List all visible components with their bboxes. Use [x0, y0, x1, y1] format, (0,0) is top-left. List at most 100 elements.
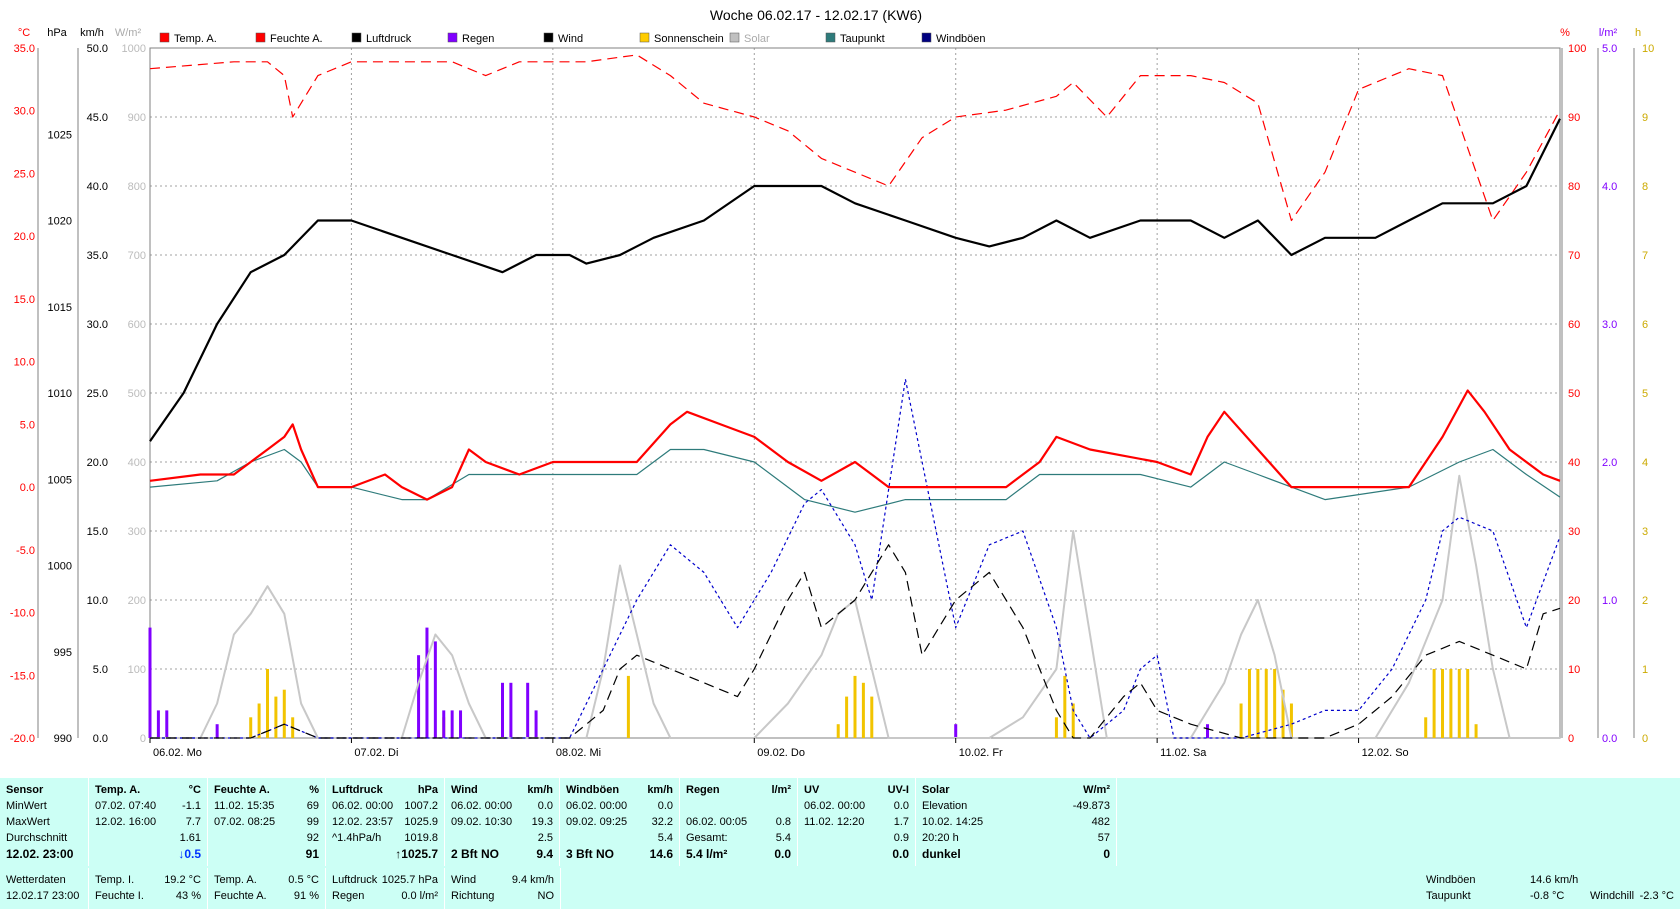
- regen-bar-5: [425, 627, 429, 738]
- stat-block-unit: %: [309, 784, 319, 796]
- sonnenschein-bar-9: [845, 696, 849, 738]
- unit-sun: h: [1635, 27, 1641, 39]
- wind-tick-3: 35.0: [87, 250, 108, 262]
- stat-row-value: 57: [1097, 832, 1110, 844]
- stat-row-value: 0: [1103, 847, 1110, 861]
- stat-block-title: Sensor: [6, 784, 44, 796]
- stat-row-label: 06.02. 00:00: [804, 800, 866, 812]
- stat-row-label: 12.02. 23:00: [6, 847, 74, 861]
- regen-bar-13: [534, 710, 538, 738]
- regen-value: 0.0 l/m²: [401, 890, 438, 902]
- solar-tick-8: 200: [128, 595, 146, 607]
- sonnenschein-bar-25: [1441, 669, 1444, 738]
- hum-tick-1: 90: [1568, 112, 1580, 124]
- temp-tick-9: -10.0: [10, 608, 35, 620]
- stat-row-value: 1025.9: [404, 816, 438, 828]
- windboeen-label: Windböen: [1426, 874, 1476, 886]
- stat-row-value: 9.4: [536, 847, 553, 861]
- sun-tick-0: 10: [1642, 43, 1654, 55]
- sonnenschein-bar-17: [1247, 669, 1251, 738]
- chart-title: Woche 06.02.17 - 12.02.17 (KW6): [710, 7, 922, 23]
- feuchte-i-value: 43 %: [175, 890, 201, 902]
- sun-tick-7: 3: [1642, 526, 1648, 538]
- legend-swatch-2: [351, 32, 362, 43]
- sonnenschein-bar-19: [1264, 669, 1268, 738]
- legend-label-0: Temp. A.: [174, 33, 217, 45]
- temp-i-value: 19.2 °C: [164, 874, 201, 886]
- sonnenschein-bar-13: [1054, 717, 1058, 738]
- stat-row-value: 32.2: [651, 816, 673, 828]
- stat-row-value: 0.9: [893, 832, 909, 844]
- stat-row-value: 0.0: [657, 800, 673, 812]
- temp-tick-3: 20.0: [14, 231, 35, 243]
- stat-row-label: 09.02. 09:25: [566, 816, 628, 828]
- regen-bar-2: [165, 710, 169, 738]
- legend-swatch-3: [447, 32, 458, 43]
- sonnenschein-bar-15: [1071, 703, 1075, 738]
- legend-swatch-1: [255, 32, 266, 43]
- sun-tick-8: 2: [1642, 595, 1648, 607]
- stat-row-value: 0.8: [775, 816, 791, 828]
- stat-block-unit: km/h: [527, 784, 553, 796]
- stat-row-label: 20:20 h: [922, 832, 959, 844]
- hum-tick-10: 0: [1568, 733, 1574, 745]
- regen-bar-8: [450, 710, 454, 738]
- press-tick-2: 1015: [48, 302, 72, 314]
- statistics-panel: Sensor MinWert MaxWert Durchschnitt 12.02. 2…: [0, 778, 1680, 909]
- temp-tick-4: 15.0: [14, 294, 35, 306]
- temp-tick-6: 5.0: [20, 419, 35, 431]
- sun-tick-4: 6: [1642, 319, 1648, 331]
- stat-row-label: 06.02. 00:00: [451, 800, 513, 812]
- sonnenschein-bar-22: [1289, 703, 1293, 738]
- temp-tick-1: 30.0: [14, 106, 35, 118]
- sonnenschein-bar-2: [266, 669, 269, 738]
- richtung-label: Richtung: [451, 890, 495, 902]
- wind-tick-8: 10.0: [87, 595, 108, 607]
- hum-tick-3: 70: [1568, 250, 1580, 262]
- hum-tick-5: 50: [1568, 388, 1580, 400]
- sonnenschein-bar-14: [1063, 675, 1067, 738]
- current-datetime: 12.02.17 23:00: [6, 890, 80, 902]
- regen-bar-9: [459, 710, 463, 738]
- sun-tick-2: 8: [1642, 181, 1648, 193]
- stat-row-value: 5.4: [657, 832, 673, 844]
- solar-tick-6: 400: [128, 457, 146, 469]
- rain-tick-2: 3.0: [1602, 319, 1617, 331]
- current-date-block: Wetterdaten 12.02.17 23:00: [0, 868, 89, 909]
- sonnenschein-bar-10: [853, 675, 857, 738]
- sun-tick-1: 9: [1642, 112, 1648, 124]
- unit-press: hPa: [47, 27, 67, 39]
- sonnenschein-bar-12: [870, 696, 874, 738]
- line-series: [149, 54, 1561, 739]
- regen-bar-10: [501, 682, 504, 738]
- regen-bar-14: [954, 724, 958, 738]
- stat-block-7: UV UV-I 06.02. 00:00 0.0 11.02. 12:20 1.7 0.9 0…: [798, 778, 916, 866]
- luftdruck-label: Luftdruck: [332, 874, 378, 886]
- unit-solar: W/m²: [115, 27, 142, 39]
- stat-block-unit: °C: [188, 784, 201, 796]
- regen-bar-12: [526, 682, 530, 738]
- legend-swatch-8: [921, 32, 932, 43]
- solar-tick-3: 700: [128, 250, 146, 262]
- day-label-1: 07.02. Di: [354, 747, 398, 758]
- solar-tick-4: 600: [128, 319, 146, 331]
- stat-row-label: 11.02. 15:35: [214, 800, 275, 812]
- axes: 35.030.025.020.015.010.05.00.0-5.0-10.0-…: [10, 43, 1654, 745]
- wind-tick-7: 15.0: [87, 526, 108, 538]
- temp-tick-5: 10.0: [14, 357, 35, 369]
- stat-block-title: Wind: [451, 784, 478, 796]
- stat-row-value: 19.3: [531, 816, 553, 828]
- stat-row-value: 1.61: [179, 832, 201, 844]
- temp-tick-7: 0.0: [20, 482, 35, 494]
- stat-row-value: ↓0.5: [178, 847, 201, 861]
- stat-row-label: MaxWert: [6, 816, 50, 828]
- legend-swatch-0: [159, 32, 170, 43]
- sonnenschein-bar-0: [249, 717, 253, 738]
- weather-chart: Woche 06.02.17 - 12.02.17 (KW6) Temp. A.…: [10, 7, 1654, 758]
- sonnenschein-bar-23: [1424, 717, 1428, 738]
- stat-row-label: 07.02. 08:25: [214, 816, 276, 828]
- sonnenschein-bar-7: [626, 675, 630, 738]
- stat-row-label: 10.02. 14:25: [922, 816, 984, 828]
- stat-row-value: 14.6: [649, 847, 673, 861]
